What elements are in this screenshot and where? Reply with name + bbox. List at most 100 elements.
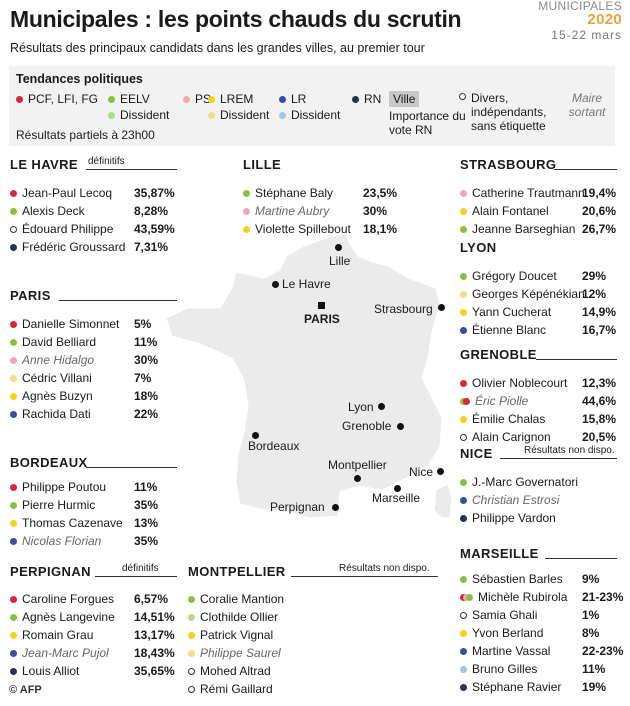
legend-label: Dissident bbox=[120, 108, 170, 122]
candidate-row: Georges Képénékian bbox=[460, 286, 585, 302]
map-label-lille: Lille bbox=[329, 254, 351, 268]
candidate-name: Jean-Marc Pujol bbox=[22, 646, 109, 660]
candidate-score: 7,31% bbox=[134, 240, 169, 254]
candidate-name: Cédric Villani bbox=[22, 371, 92, 385]
candidate-row: Cédric Villani bbox=[10, 370, 92, 386]
map-label-le-havre: Le Havre bbox=[282, 277, 331, 291]
party-marker-independent bbox=[10, 225, 17, 233]
legend-label: PS bbox=[195, 92, 212, 106]
city-title-rule-paris bbox=[59, 300, 177, 301]
legend-item-lr: LR bbox=[279, 92, 306, 106]
party-marker-part bbox=[466, 593, 473, 601]
candidate-row: Thomas Cazenave bbox=[10, 515, 123, 531]
candidate-name: Yvon Berland bbox=[472, 626, 544, 640]
candidate-name: Patrick Vignal bbox=[200, 628, 274, 642]
party-marker bbox=[10, 338, 17, 346]
candidate-name: Coralie Mantion bbox=[200, 592, 285, 606]
candidate-name: Jean-Paul Lecoq bbox=[22, 186, 113, 200]
legend-panel: Tendances politiques PCF, LFI, FG EELV D… bbox=[9, 66, 615, 146]
party-marker bbox=[460, 415, 467, 423]
candidate-row: Nicolas Florian bbox=[10, 533, 101, 549]
candidate-score: 20,5% bbox=[582, 430, 617, 444]
city-title-bordeaux: BORDEAUX bbox=[10, 455, 88, 470]
candidate-name: Philippe Poutou bbox=[22, 480, 107, 494]
city-title-rule-strasbourg bbox=[554, 169, 617, 170]
candidate-score: 12% bbox=[582, 287, 607, 301]
party-marker bbox=[10, 501, 17, 509]
party-marker bbox=[10, 243, 17, 251]
candidate-name: Agnès Langevine bbox=[22, 610, 115, 624]
candidate-name: Bruno Gilles bbox=[472, 662, 538, 676]
candidate-name: Agnès Buzyn bbox=[22, 389, 93, 403]
candidate-row: Étienne Blanc bbox=[460, 322, 546, 338]
candidate-score: 35% bbox=[134, 498, 159, 512]
city-note-le-havre: définitifs bbox=[86, 156, 127, 167]
candidate-score: 13,17% bbox=[134, 628, 175, 642]
candidate-score: 1% bbox=[582, 608, 600, 622]
party-marker bbox=[10, 649, 17, 657]
candidate-row: Martine Aubry bbox=[243, 203, 329, 219]
party-marker bbox=[10, 410, 17, 418]
candidate-row: Philippe Vardon bbox=[460, 510, 556, 526]
candidate-row: Anne Hidalgo bbox=[10, 352, 94, 368]
map-marker-grenoble bbox=[397, 423, 404, 430]
candidate-name: Pierre Hurmic bbox=[22, 498, 96, 512]
map-marker-lille bbox=[335, 244, 342, 251]
candidate-score: 12,3% bbox=[582, 376, 617, 390]
legend-label: RN bbox=[364, 92, 382, 106]
candidate-row: Rémi Gaillard bbox=[188, 681, 273, 697]
candidate-score: 26,7% bbox=[582, 222, 617, 236]
candidate-score: 11% bbox=[134, 480, 158, 494]
legend-item-rn: RN bbox=[352, 92, 381, 106]
party-marker bbox=[460, 665, 467, 673]
candidate-row: Danielle Simonnet bbox=[10, 316, 119, 332]
candidate-row: Yvon Berland bbox=[460, 625, 543, 641]
party-marker-part bbox=[463, 397, 470, 405]
map-marker-nice bbox=[437, 468, 444, 475]
city-note-montpellier: Résultats non dispo. bbox=[337, 563, 432, 574]
candidate-name: Éric Piolle bbox=[475, 394, 529, 408]
page-subtitle: Résultats des principaux candidats dans … bbox=[10, 41, 425, 55]
candidate-row: Philippe Poutou bbox=[10, 479, 106, 495]
party-marker bbox=[10, 519, 17, 527]
candidate-score: 8,28% bbox=[134, 204, 169, 218]
party-marker bbox=[10, 483, 17, 491]
legend-item-eelv: EELV bbox=[108, 92, 150, 106]
legend-dot bbox=[208, 111, 215, 119]
candidate-score: 22-23% bbox=[582, 644, 624, 658]
candidate-row: Éric Piolle bbox=[460, 393, 528, 409]
brand-year: 2020 bbox=[587, 11, 622, 28]
candidate-score: 18,1% bbox=[363, 222, 398, 236]
legend-dot bbox=[108, 95, 115, 103]
candidate-row: Louis Alliot bbox=[10, 663, 79, 679]
candidate-name: Philippe Vardon bbox=[472, 511, 556, 525]
party-marker-independent bbox=[460, 611, 467, 619]
city-title-rule-perpignan bbox=[95, 576, 177, 577]
legend-label: LREM bbox=[220, 92, 254, 106]
france-map bbox=[165, 233, 453, 518]
candidate-name: Clothilde Ollier bbox=[200, 610, 279, 624]
map-marker-paris bbox=[318, 302, 325, 309]
candidate-name: Philippe Saurel bbox=[200, 646, 281, 660]
candidate-row: Édouard Philippe bbox=[10, 221, 113, 237]
city-title-rule-bordeaux bbox=[86, 467, 177, 468]
candidate-score: 14,9% bbox=[582, 305, 617, 319]
candidate-row: Christian Estrosi bbox=[460, 492, 559, 508]
candidate-name: Samia Ghali bbox=[472, 608, 538, 622]
candidate-row: Jean-Paul Lecoq bbox=[10, 185, 112, 201]
legend-label: Dissident bbox=[291, 108, 341, 122]
map-marker-marseille bbox=[394, 485, 401, 492]
candidate-row: Mohed Altrad bbox=[188, 663, 271, 679]
candidate-score: 44,6% bbox=[582, 394, 617, 408]
candidate-score: 20,6% bbox=[582, 204, 617, 218]
candidate-name: Caroline Forgues bbox=[22, 592, 115, 606]
party-marker bbox=[460, 379, 467, 387]
candidate-name: Martine Aubry bbox=[255, 204, 330, 218]
candidate-row: Romain Grau bbox=[10, 627, 93, 643]
candidate-row: Samia Ghali bbox=[460, 607, 537, 623]
candidate-row: Violette Spillebout bbox=[243, 221, 351, 237]
party-marker bbox=[460, 189, 467, 197]
party-marker bbox=[10, 392, 17, 400]
party-marker bbox=[460, 514, 467, 522]
candidate-name: Jeanne Barseghian bbox=[472, 222, 576, 236]
